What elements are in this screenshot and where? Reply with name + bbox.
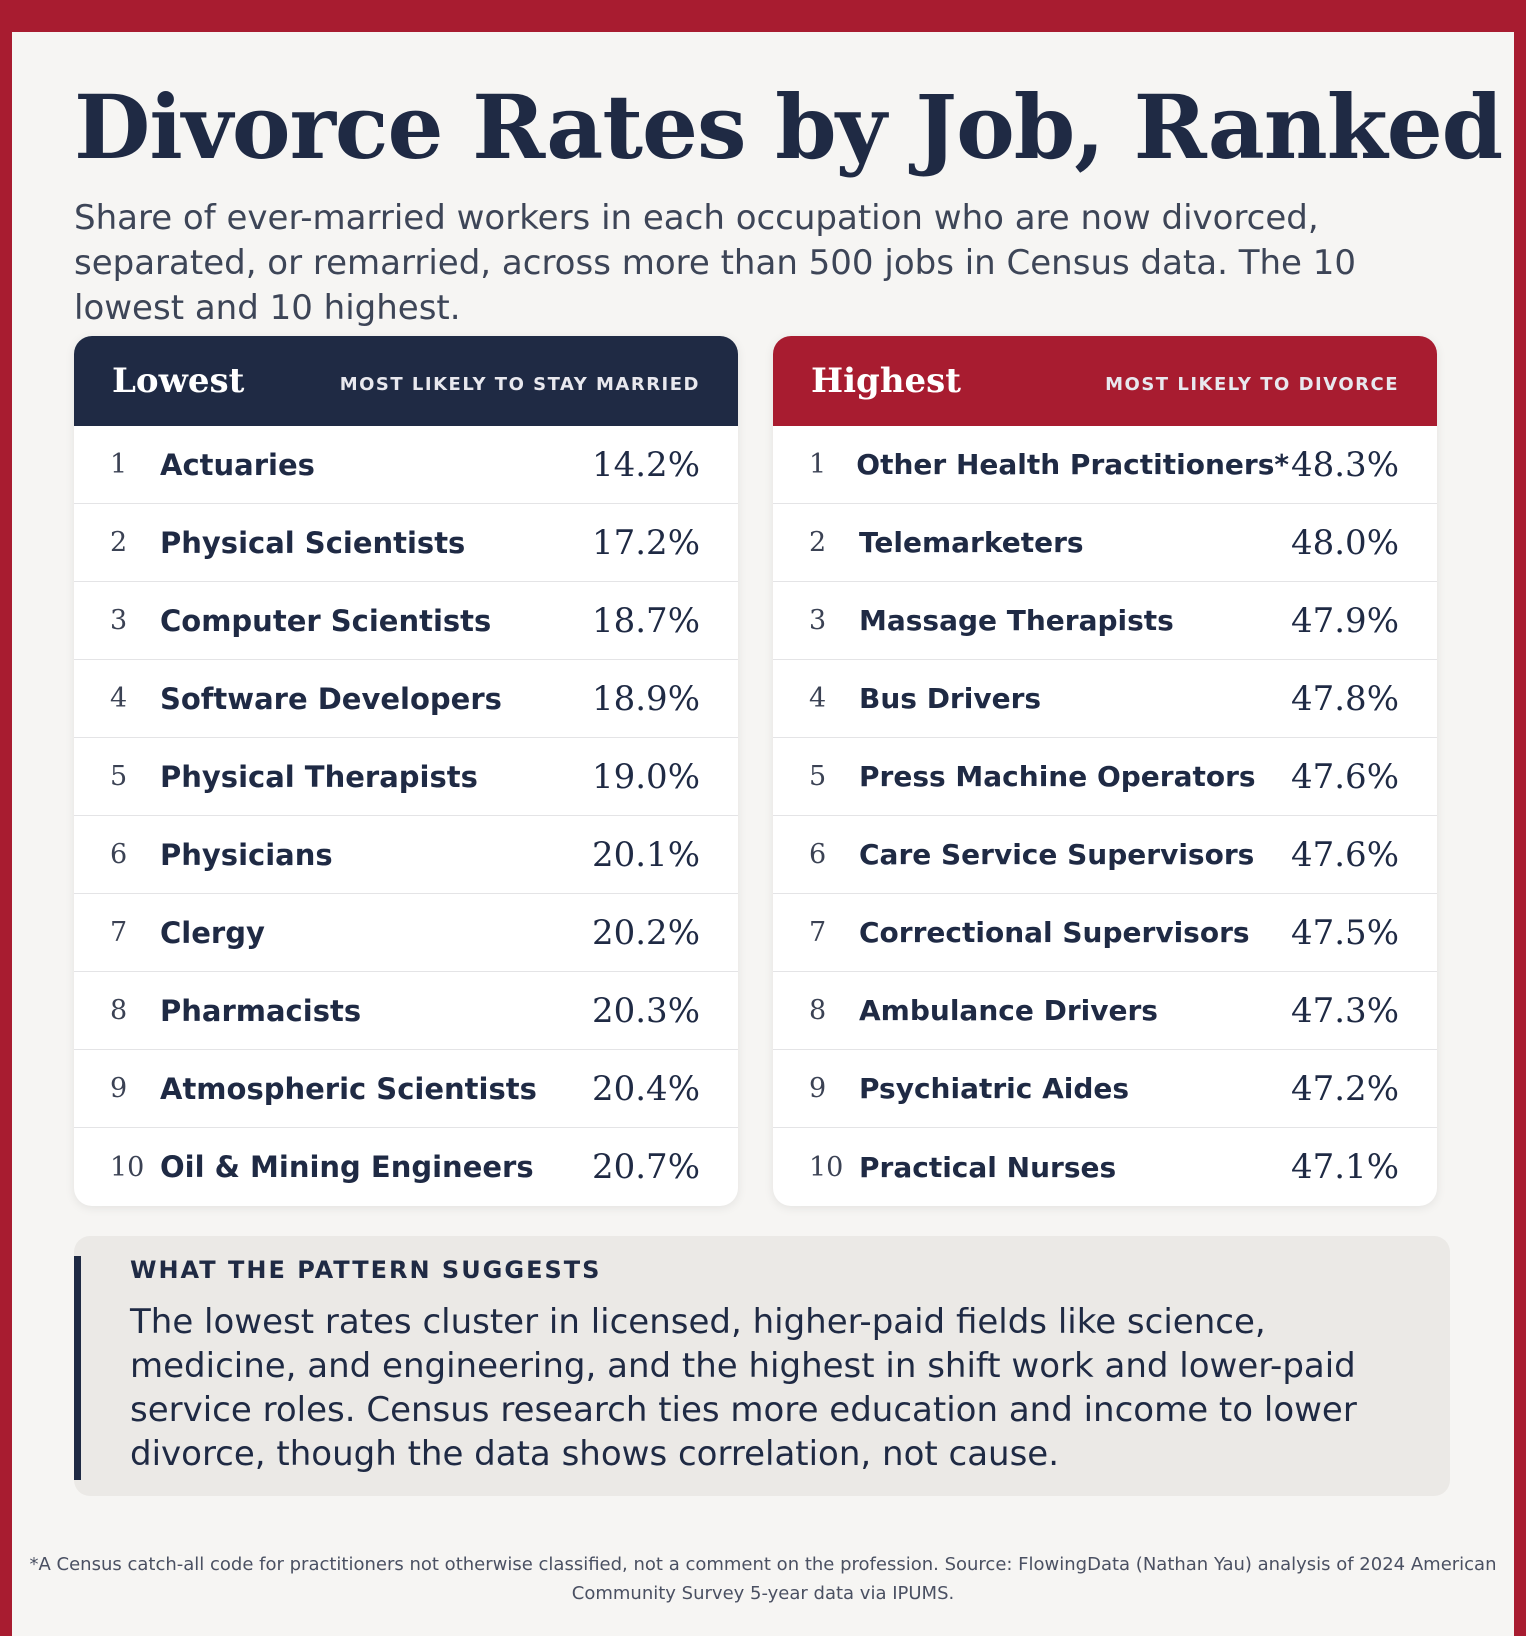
- lowest-table-header: Lowest MOST LIKELY TO STAY MARRIED: [74, 336, 738, 426]
- table-row: 6 Physicians 20.1%: [74, 816, 738, 894]
- table-row: 9 Atmospheric Scientists 20.4%: [74, 1050, 738, 1128]
- job-cell: Actuaries: [160, 447, 315, 482]
- rate-cell: 20.3%: [591, 990, 700, 1031]
- job-cell: Massage Therapists: [859, 604, 1174, 637]
- table-row: 3 Massage Therapists 47.9%: [773, 582, 1437, 660]
- job-cell: Psychiatric Aides: [859, 1072, 1130, 1105]
- rank-cell: 3: [110, 605, 128, 636]
- rate-cell: 47.1%: [1290, 1147, 1399, 1187]
- table-row: 8 Ambulance Drivers 47.3%: [773, 972, 1437, 1050]
- callout-accent-bar: [74, 1256, 81, 1480]
- job-cell: Press Machine Operators: [859, 760, 1256, 793]
- job-cell: Pharmacists: [160, 993, 362, 1028]
- page-title: Divorce Rates by Job, Ranked: [74, 75, 1503, 179]
- rate-cell: 47.6%: [1290, 756, 1399, 797]
- highest-table-body: 1 Other Health Practitioners* 48.3% 2 Telem…: [773, 426, 1437, 1206]
- job-cell: Other Health Practitioners*: [856, 448, 1289, 481]
- rank-cell: 4: [809, 683, 827, 714]
- rate-cell: 47.9%: [1290, 600, 1399, 641]
- page-subtitle: Share of ever-married workers in each oc…: [74, 198, 1357, 328]
- rank-cell: 7: [110, 917, 128, 948]
- job-cell: Practical Nurses: [859, 1150, 1117, 1184]
- rate-cell: 20.4%: [591, 1068, 700, 1109]
- rank-cell: 4: [110, 683, 128, 714]
- table-row: 10 Oil & Mining Engineers 20.7%: [74, 1128, 738, 1206]
- rank-cell: 6: [110, 839, 128, 870]
- rank-cell: 8: [110, 995, 128, 1026]
- job-cell: Clergy: [160, 915, 265, 950]
- job-cell: Ambulance Drivers: [859, 994, 1158, 1027]
- rate-cell: 47.6%: [1290, 834, 1399, 875]
- table-row: 4 Software Developers 18.9%: [74, 660, 738, 738]
- table-row: 4 Bus Drivers 47.8%: [773, 660, 1437, 738]
- rank-cell: 3: [809, 605, 827, 636]
- rank-cell: 2: [809, 527, 827, 558]
- job-cell: Computer Scientists: [160, 603, 492, 638]
- job-cell: Care Service Supervisors: [859, 838, 1255, 871]
- rate-cell: 47.8%: [1290, 678, 1399, 719]
- table-row: 1 Actuaries 14.2%: [74, 426, 738, 504]
- rank-cell: 7: [809, 917, 827, 948]
- rank-cell: 5: [110, 761, 128, 792]
- rate-cell: 48.3%: [1290, 444, 1399, 485]
- job-cell: Correctional Supervisors: [859, 916, 1250, 949]
- table-row: 2 Telemarketers 48.0%: [773, 504, 1437, 582]
- rate-cell: 47.3%: [1290, 990, 1399, 1031]
- job-cell: Physical Scientists: [160, 525, 466, 560]
- highest-table: Highest MOST LIKELY TO DIVORCE 1 Other He…: [773, 336, 1437, 1206]
- table-row: 9 Psychiatric Aides 47.2%: [773, 1050, 1437, 1128]
- rate-cell: 20.1%: [591, 834, 700, 875]
- lowest-table-subtitle: MOST LIKELY TO STAY MARRIED: [339, 373, 700, 395]
- table-row: 8 Pharmacists 20.3%: [74, 972, 738, 1050]
- table-row: 7 Correctional Supervisors 47.5%: [773, 894, 1437, 972]
- rate-cell: 20.2%: [591, 912, 700, 953]
- job-cell: Software Developers: [160, 681, 502, 716]
- rank-cell: 10: [809, 1151, 844, 1183]
- job-cell: Physicians: [160, 837, 333, 872]
- table-row: 5 Press Machine Operators 47.6%: [773, 738, 1437, 816]
- table-row: 1 Other Health Practitioners* 48.3%: [773, 426, 1437, 504]
- highest-table-title: Highest: [811, 361, 962, 401]
- top-banner: [0, 0, 1526, 32]
- rate-cell: 18.9%: [591, 678, 700, 719]
- job-cell: Physical Therapists: [160, 759, 478, 794]
- rate-cell: 19.0%: [591, 756, 700, 797]
- rate-cell: 17.2%: [591, 522, 700, 563]
- job-cell: Bus Drivers: [859, 682, 1042, 715]
- lowest-table: Lowest MOST LIKELY TO STAY MARRIED 1 Actu…: [74, 336, 738, 1206]
- job-cell: Oil & Mining Engineers: [160, 1150, 534, 1184]
- rank-cell: 9: [809, 1073, 827, 1104]
- rate-cell: 47.5%: [1290, 912, 1399, 953]
- table-row: 2 Physical Scientists 17.2%: [74, 504, 738, 582]
- table-row: 5 Physical Therapists 19.0%: [74, 738, 738, 816]
- rate-cell: 20.7%: [591, 1147, 700, 1187]
- table-row: 6 Care Service Supervisors 47.6%: [773, 816, 1437, 894]
- rank-cell: 5: [809, 761, 827, 792]
- rank-cell: 1: [110, 449, 128, 480]
- rank-cell: 8: [809, 995, 827, 1026]
- job-cell: Telemarketers: [859, 526, 1084, 559]
- table-row: 3 Computer Scientists 18.7%: [74, 582, 738, 660]
- rank-cell: 2: [110, 527, 128, 558]
- rate-cell: 14.2%: [591, 444, 700, 485]
- lowest-table-title: Lowest: [112, 361, 245, 401]
- lowest-table-body: 1 Actuaries 14.2% 2 Physical Scientists 17.2…: [74, 426, 738, 1206]
- job-cell: Atmospheric Scientists: [160, 1071, 537, 1106]
- insight-text: The lowest rates cluster in licensed, hi…: [130, 1302, 1357, 1474]
- rate-cell: 47.2%: [1290, 1068, 1399, 1109]
- rate-cell: 18.7%: [591, 600, 700, 641]
- rank-cell: 9: [110, 1073, 128, 1104]
- rank-cell: 10: [110, 1151, 145, 1183]
- insight-callout: WHAT THE PATTERN SUGGESTS The lowest rat…: [74, 1236, 1450, 1496]
- rank-cell: 1: [809, 449, 827, 480]
- rank-cell: 6: [809, 839, 827, 870]
- insight-label: WHAT THE PATTERN SUGGESTS: [130, 1256, 602, 1284]
- table-row: 10 Practical Nurses 47.1%: [773, 1128, 1437, 1206]
- footnote: *A Census catch-all code for practitione…: [29, 1554, 1497, 1604]
- rate-cell: 48.0%: [1290, 522, 1399, 563]
- highest-table-header: Highest MOST LIKELY TO DIVORCE: [773, 336, 1437, 426]
- highest-table-subtitle: MOST LIKELY TO DIVORCE: [1105, 373, 1399, 395]
- table-row: 7 Clergy 20.2%: [74, 894, 738, 972]
